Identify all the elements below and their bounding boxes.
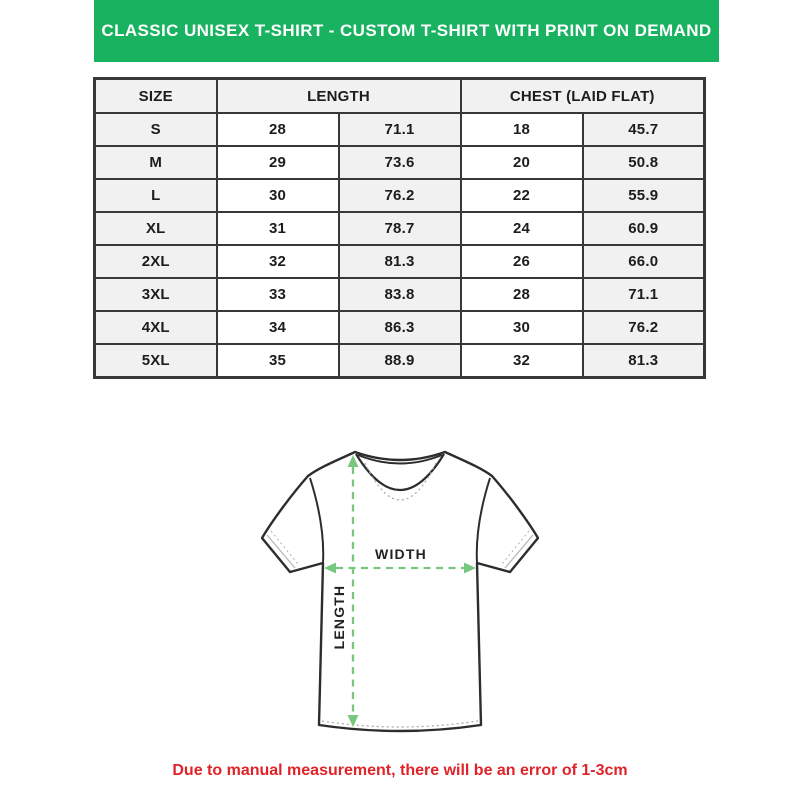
right-cuff-stitch-dotted xyxy=(501,530,530,565)
table-row: 5XL 35 88.9 32 81.3 xyxy=(93,343,706,379)
chest-cm-cell: 50.8 xyxy=(581,145,706,180)
size-cell: 4XL xyxy=(93,310,218,345)
chest-in-cell: 18 xyxy=(459,112,584,147)
size-cell: M xyxy=(93,145,218,180)
length-in-cell: 35 xyxy=(215,343,340,379)
size-cell: 3XL xyxy=(93,277,218,312)
tshirt-diagram: WIDTH LENGTH xyxy=(240,425,560,745)
table-row: 4XL 34 86.3 30 76.2 xyxy=(93,310,706,345)
banner-title: CLASSIC UNISEX T-SHIRT - CUSTOM T-SHIRT … xyxy=(101,21,712,40)
width-arrow-head-right xyxy=(464,562,476,574)
measurement-note: Due to manual measurement, there will be… xyxy=(172,762,628,779)
width-label: WIDTH xyxy=(375,546,427,562)
length-in-cell: 33 xyxy=(215,277,340,312)
length-arrow-head-top xyxy=(347,455,359,467)
width-arrow-head-left xyxy=(324,562,336,574)
header-chest: CHEST (LAID FLAT) xyxy=(459,77,706,114)
chest-cm-cell: 81.3 xyxy=(581,343,706,379)
header-size: SIZE xyxy=(93,77,218,114)
table-header-row: SIZE LENGTH CHEST (LAID FLAT) xyxy=(93,77,706,114)
collar-stitch xyxy=(364,462,437,501)
table-row: L 30 76.2 22 55.9 xyxy=(93,178,706,213)
collar-band xyxy=(357,454,443,465)
left-cuff-stitch-dotted xyxy=(270,530,299,565)
length-cm-cell: 76.2 xyxy=(337,178,462,213)
length-cm-cell: 78.7 xyxy=(337,211,462,246)
length-in-cell: 34 xyxy=(215,310,340,345)
right-cuff-stitch xyxy=(504,534,534,569)
length-in-cell: 32 xyxy=(215,244,340,279)
length-label: LENGTH xyxy=(331,585,347,650)
length-cm-cell: 81.3 xyxy=(337,244,462,279)
length-in-cell: 28 xyxy=(215,112,340,147)
size-cell: 2XL xyxy=(93,244,218,279)
length-in-cell: 30 xyxy=(215,178,340,213)
chest-cm-cell: 60.9 xyxy=(581,211,706,246)
table-row: 3XL 33 83.8 28 71.1 xyxy=(93,277,706,312)
table-row: 2XL 32 81.3 26 66.0 xyxy=(93,244,706,279)
chest-in-cell: 20 xyxy=(459,145,584,180)
title-banner: CLASSIC UNISEX T-SHIRT - CUSTOM T-SHIRT … xyxy=(94,0,719,62)
length-in-cell: 31 xyxy=(215,211,340,246)
length-arrow-head-bottom xyxy=(347,715,359,727)
tshirt-outline xyxy=(260,450,540,733)
table-row: S 28 71.1 18 45.7 xyxy=(93,112,706,147)
right-sleeve-seam xyxy=(475,477,491,564)
collar-front xyxy=(355,453,445,492)
left-sleeve-seam xyxy=(309,477,325,564)
length-cm-cell: 73.6 xyxy=(337,145,462,180)
tshirt-svg: WIDTH LENGTH xyxy=(260,450,540,733)
length-cm-cell: 83.8 xyxy=(337,277,462,312)
length-in-cell: 29 xyxy=(215,145,340,180)
size-chart-table: SIZE LENGTH CHEST (LAID FLAT) S 28 71.1 … xyxy=(93,77,706,379)
header-length: LENGTH xyxy=(215,77,462,114)
chest-in-cell: 28 xyxy=(459,277,584,312)
chest-in-cell: 32 xyxy=(459,343,584,379)
chest-cm-cell: 66.0 xyxy=(581,244,706,279)
chest-cm-cell: 45.7 xyxy=(581,112,706,147)
chest-in-cell: 22 xyxy=(459,178,584,213)
length-cm-cell: 71.1 xyxy=(337,112,462,147)
length-cm-cell: 88.9 xyxy=(337,343,462,379)
table-row: XL 31 78.7 24 60.9 xyxy=(93,211,706,246)
length-cm-cell: 86.3 xyxy=(337,310,462,345)
chest-cm-cell: 55.9 xyxy=(581,178,706,213)
chest-in-cell: 24 xyxy=(459,211,584,246)
table-row: M 29 73.6 20 50.8 xyxy=(93,145,706,180)
chest-in-cell: 26 xyxy=(459,244,584,279)
size-cell: L xyxy=(93,178,218,213)
size-cell: 5XL xyxy=(93,343,218,379)
chest-cm-cell: 76.2 xyxy=(581,310,706,345)
chest-in-cell: 30 xyxy=(459,310,584,345)
size-cell: XL xyxy=(93,211,218,246)
left-cuff-stitch xyxy=(266,534,296,569)
size-cell: S xyxy=(93,112,218,147)
chest-cm-cell: 71.1 xyxy=(581,277,706,312)
